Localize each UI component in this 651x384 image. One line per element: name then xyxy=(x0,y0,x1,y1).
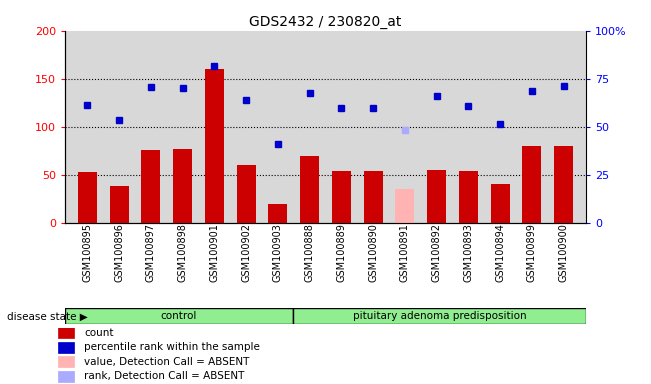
Bar xyxy=(58,327,74,338)
Bar xyxy=(293,308,586,324)
Text: count: count xyxy=(84,328,114,338)
Bar xyxy=(522,146,542,223)
Bar xyxy=(491,184,510,223)
Text: GSM100902: GSM100902 xyxy=(241,223,251,282)
Bar xyxy=(427,170,446,223)
Bar xyxy=(78,172,97,223)
Text: GSM100901: GSM100901 xyxy=(210,223,219,281)
Bar xyxy=(364,171,383,223)
Bar xyxy=(205,69,224,223)
Text: GSM100888: GSM100888 xyxy=(305,223,314,281)
Bar xyxy=(300,156,319,223)
Text: percentile rank within the sample: percentile rank within the sample xyxy=(84,342,260,352)
Text: GSM100892: GSM100892 xyxy=(432,223,441,282)
Bar xyxy=(268,204,287,223)
Text: GSM100894: GSM100894 xyxy=(495,223,505,281)
Bar xyxy=(554,146,573,223)
Text: GSM100896: GSM100896 xyxy=(114,223,124,281)
Text: GSM100889: GSM100889 xyxy=(337,223,346,281)
Bar xyxy=(332,171,351,223)
Bar xyxy=(236,165,256,223)
Text: GSM100891: GSM100891 xyxy=(400,223,410,281)
Bar xyxy=(65,308,293,324)
Text: rank, Detection Call = ABSENT: rank, Detection Call = ABSENT xyxy=(84,371,245,381)
Text: GSM100897: GSM100897 xyxy=(146,223,156,282)
Text: GSM100899: GSM100899 xyxy=(527,223,537,281)
Text: value, Detection Call = ABSENT: value, Detection Call = ABSENT xyxy=(84,357,250,367)
Text: GSM100903: GSM100903 xyxy=(273,223,283,281)
Bar xyxy=(395,189,415,223)
Text: GDS2432 / 230820_at: GDS2432 / 230820_at xyxy=(249,15,402,29)
Bar xyxy=(109,186,129,223)
Text: pituitary adenoma predisposition: pituitary adenoma predisposition xyxy=(353,311,526,321)
Text: GSM100893: GSM100893 xyxy=(464,223,473,281)
Bar xyxy=(58,356,74,367)
Text: GSM100898: GSM100898 xyxy=(178,223,187,281)
Text: GSM100890: GSM100890 xyxy=(368,223,378,281)
Text: GSM100900: GSM100900 xyxy=(559,223,569,281)
Bar xyxy=(459,171,478,223)
Text: disease state ▶: disease state ▶ xyxy=(7,311,87,321)
Bar xyxy=(173,149,192,223)
Text: GSM100895: GSM100895 xyxy=(82,223,92,282)
Bar xyxy=(58,371,74,382)
Text: control: control xyxy=(161,311,197,321)
Bar xyxy=(58,342,74,353)
Bar xyxy=(141,150,160,223)
